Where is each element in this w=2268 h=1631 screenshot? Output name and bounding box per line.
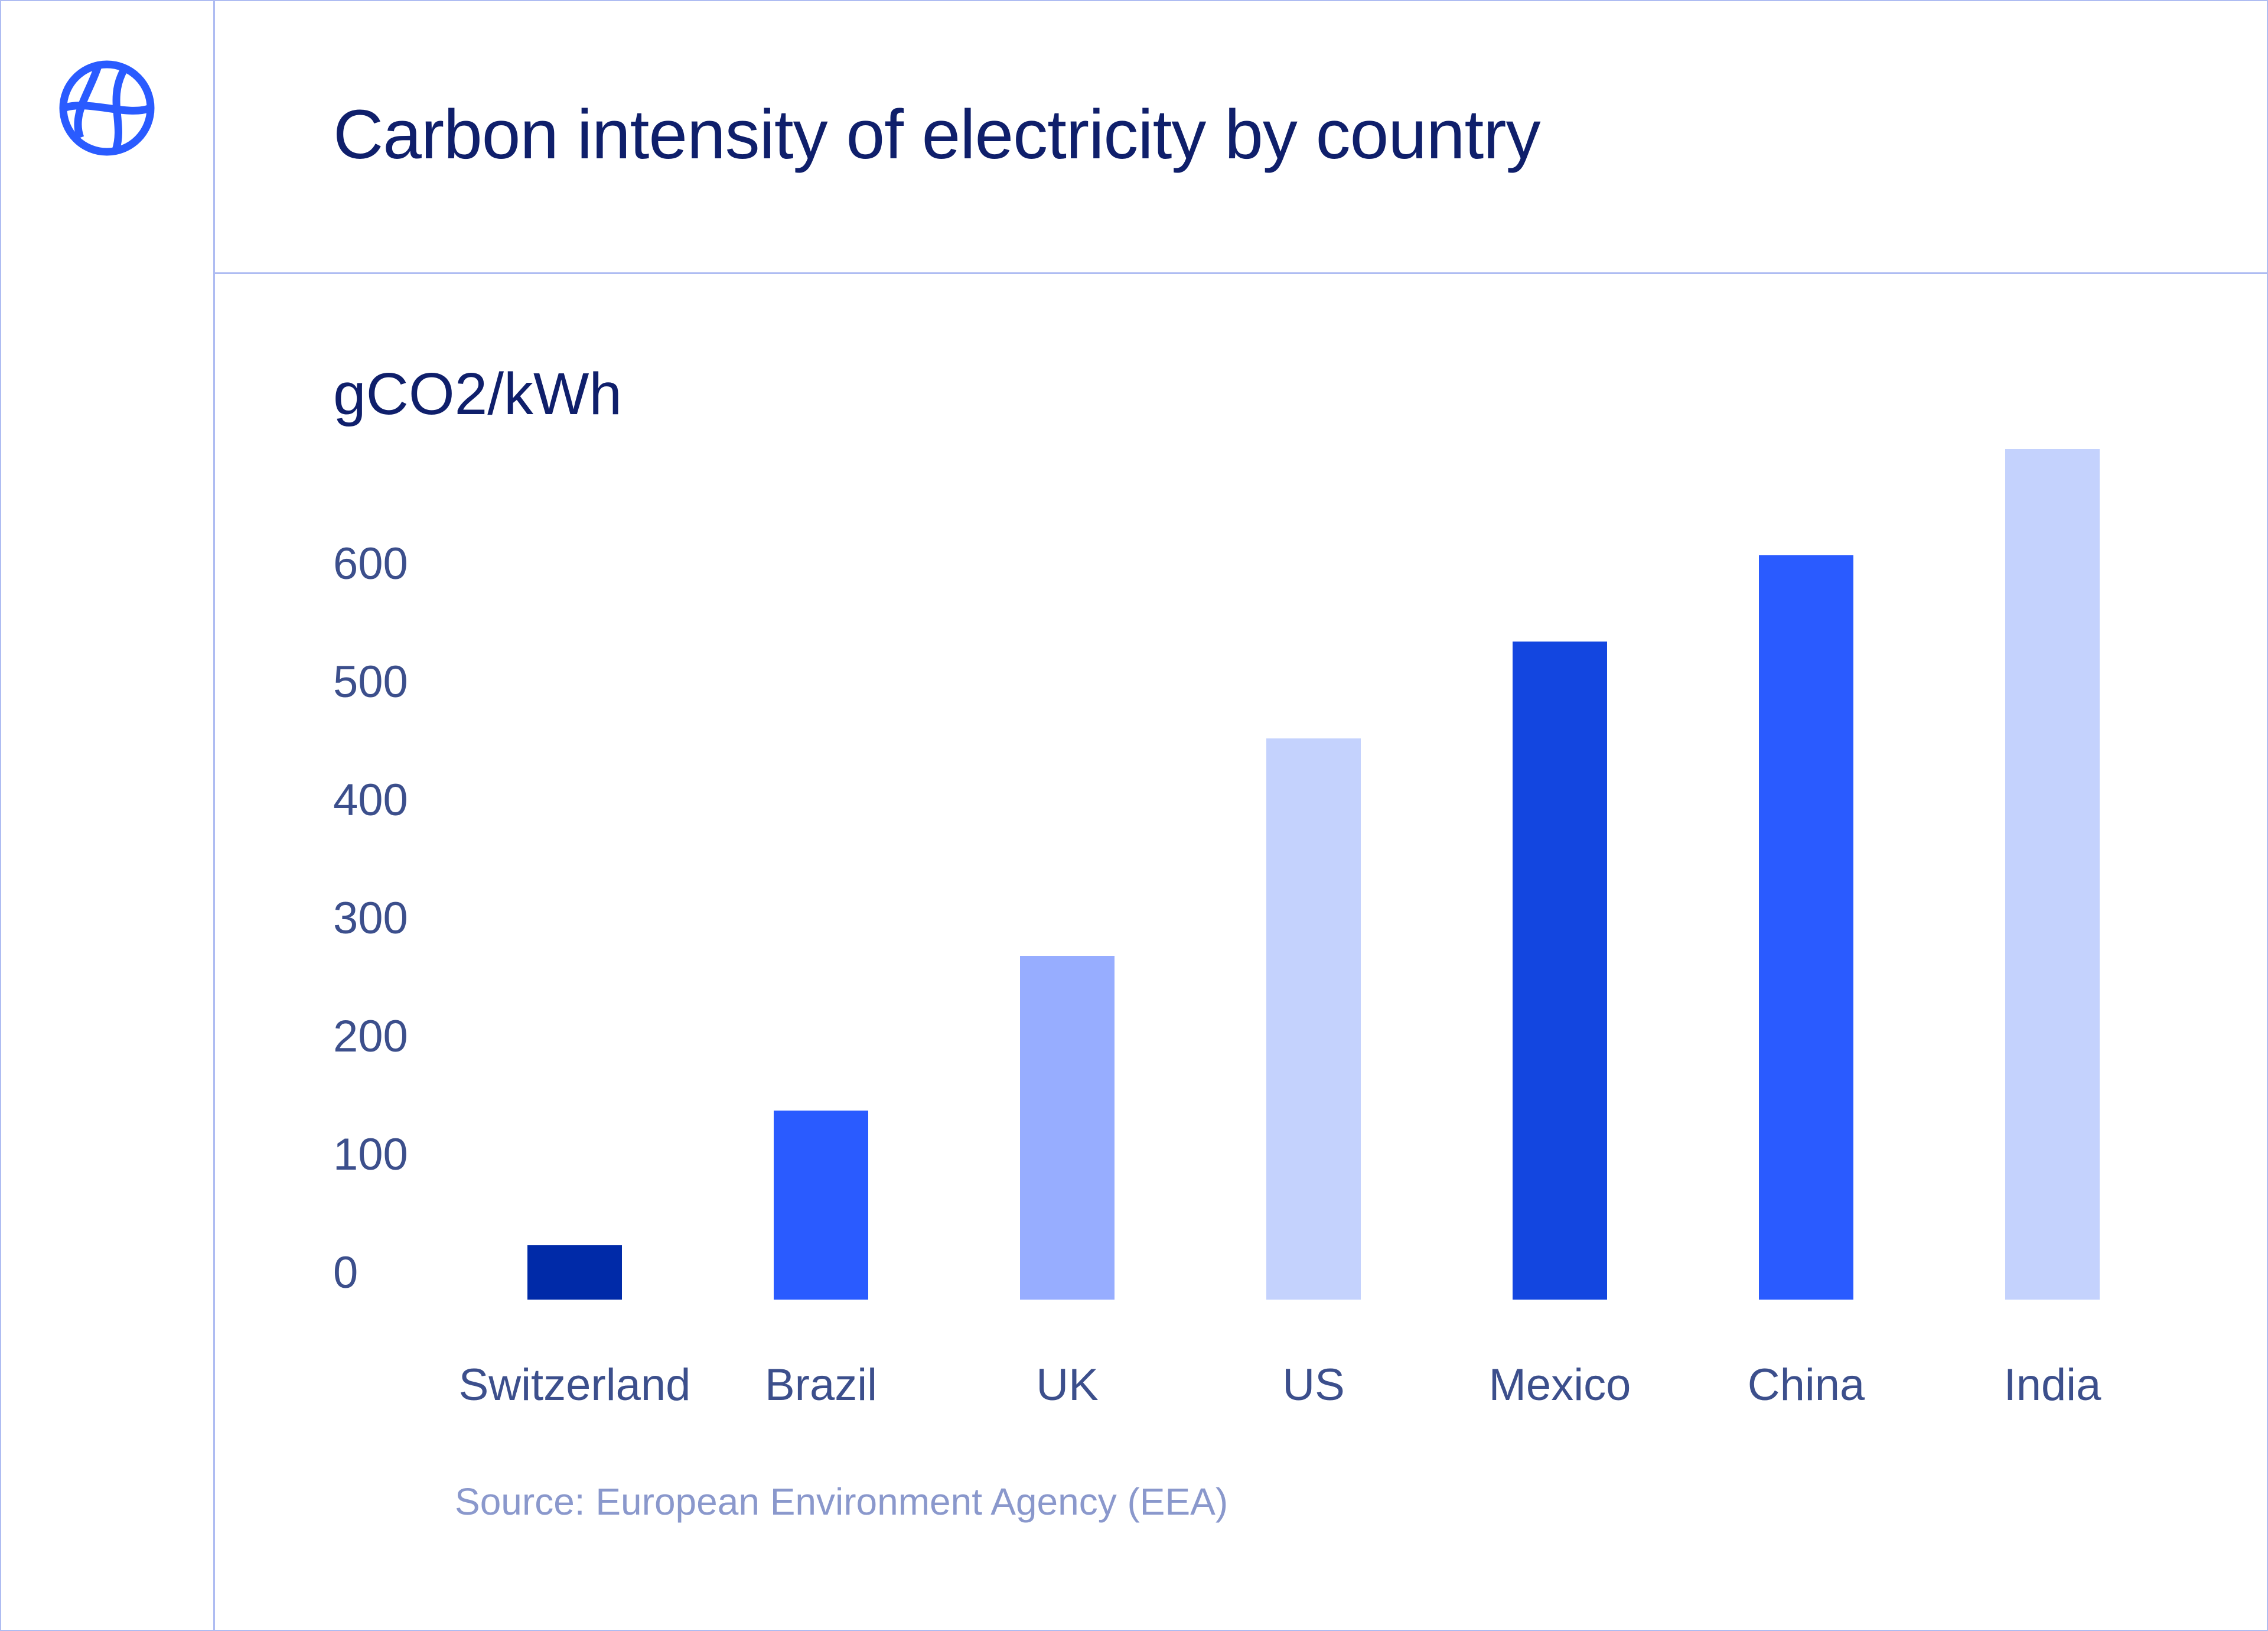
- bar-uk: [1020, 956, 1115, 1300]
- x-tick-label: UK: [1036, 1360, 1099, 1410]
- x-tick-label: US: [1282, 1360, 1345, 1410]
- bar-switzerland: [527, 1245, 622, 1300]
- x-tick-label: Brazil: [765, 1360, 877, 1410]
- globe-icon: [59, 60, 155, 156]
- bar-mexico: [1513, 642, 1607, 1300]
- source-note: Source: European Environment Agency (EEA…: [455, 1480, 1228, 1523]
- bar-india: [2005, 449, 2100, 1300]
- sidebar-divider: [213, 0, 215, 1631]
- x-tick-label: India: [2004, 1360, 2102, 1410]
- chart-title: Carbon intensity of electricity by count…: [333, 96, 1541, 174]
- bar-brazil: [774, 1111, 868, 1300]
- bar-china: [1759, 555, 1853, 1300]
- y-tick-label: 300: [333, 893, 408, 943]
- y-tick-label: 200: [333, 1011, 408, 1062]
- x-tick-label: China: [1748, 1360, 1865, 1410]
- y-tick-label: 100: [333, 1129, 408, 1180]
- header-divider: [213, 272, 2268, 274]
- y-tick-label: 0: [333, 1248, 358, 1298]
- x-tick-label: Mexico: [1489, 1360, 1631, 1410]
- y-tick-label: 400: [333, 775, 408, 825]
- bar-us: [1266, 738, 1361, 1300]
- y-tick-label: 500: [333, 657, 408, 707]
- x-tick-label: Switzerland: [459, 1360, 691, 1410]
- y-axis-label: gCO2/kWh: [333, 361, 623, 427]
- y-tick-label: 600: [333, 539, 408, 589]
